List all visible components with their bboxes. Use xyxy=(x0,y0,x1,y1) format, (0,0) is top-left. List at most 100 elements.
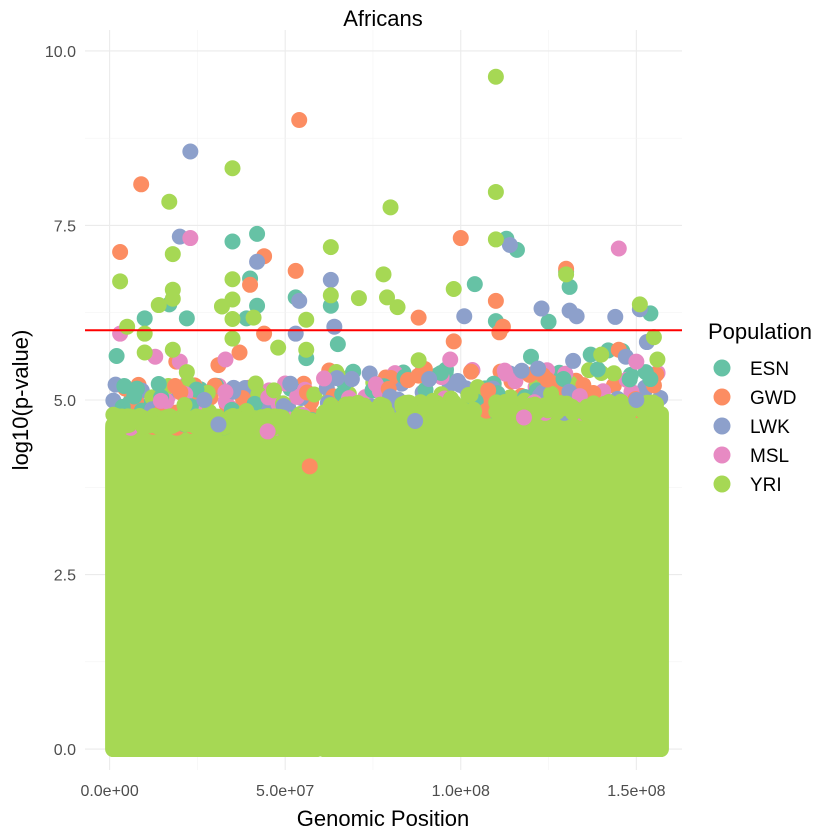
point-yri xyxy=(322,287,339,304)
bulk-edge-point xyxy=(247,375,264,392)
point-esn xyxy=(329,336,346,353)
bulk-edge-point xyxy=(564,404,581,421)
bulk-edge-point xyxy=(480,382,497,399)
point-gwd xyxy=(452,230,469,247)
bulk-points xyxy=(105,360,669,758)
point-esn xyxy=(522,348,539,365)
point-msl xyxy=(628,353,645,370)
point-msl xyxy=(610,240,627,257)
point-lwk xyxy=(421,371,438,388)
point-yri xyxy=(487,68,504,85)
bulk-edge-point xyxy=(621,371,638,388)
point-esn xyxy=(150,375,167,392)
legend-key-lwk xyxy=(713,417,731,435)
bulk-edge-point xyxy=(605,365,622,382)
point-yri xyxy=(224,160,241,177)
bulk-edge-point xyxy=(282,375,299,392)
point-lwk xyxy=(343,371,360,388)
legend-key-esn xyxy=(713,359,731,377)
point-yri xyxy=(322,239,339,256)
y-tick-label: 5.0 xyxy=(54,393,76,410)
point-esn xyxy=(561,278,578,295)
point-gwd xyxy=(291,112,308,129)
point-yri xyxy=(379,289,396,306)
point-lwk xyxy=(565,352,582,369)
point-yri xyxy=(112,273,129,290)
legend-title: Population xyxy=(708,319,812,344)
point-yri xyxy=(150,297,167,314)
point-esn xyxy=(178,310,195,327)
point-lwk xyxy=(456,308,473,325)
bulk-edge-point xyxy=(360,401,377,418)
bulk-edge-point xyxy=(513,362,530,379)
point-gwd xyxy=(231,344,248,361)
bulk-edge-point xyxy=(240,416,257,433)
point-yri xyxy=(375,266,392,283)
point-esn xyxy=(642,371,659,388)
point-gwd xyxy=(112,244,129,260)
x-tick-label: 0.0e+00 xyxy=(80,783,138,800)
legend-label-msl: MSL xyxy=(750,446,789,467)
y-axis-title: log10(p-value) xyxy=(8,330,33,471)
bulk-edge-point xyxy=(552,395,569,412)
point-yri xyxy=(558,266,575,283)
bulk-edge-point xyxy=(135,410,152,427)
bulk-edge-point xyxy=(194,417,211,434)
point-yri xyxy=(224,311,241,328)
legend-label-lwk: LWK xyxy=(750,417,790,438)
point-yri xyxy=(487,183,504,200)
legend-label-yri: YRI xyxy=(750,475,782,496)
point-yri xyxy=(270,339,287,356)
point-gwd xyxy=(256,325,273,342)
bulk-edge-point xyxy=(265,382,282,399)
point-gwd xyxy=(487,292,504,309)
y-tick-label: 10.0 xyxy=(45,44,76,61)
point-lwk xyxy=(291,292,308,309)
bulk-points-band xyxy=(315,405,669,758)
x-tick-label: 1.0e+08 xyxy=(432,783,490,800)
point-gwd xyxy=(494,318,511,335)
point-lwk xyxy=(533,300,550,317)
bulk-edge-point xyxy=(496,362,513,379)
point-esn xyxy=(136,310,153,327)
bulk-edge-point xyxy=(496,394,513,411)
point-gwd xyxy=(133,176,150,193)
point-yri xyxy=(119,318,136,335)
bulk-edge-point xyxy=(555,370,572,387)
point-esn xyxy=(108,348,125,365)
point-yri xyxy=(350,290,367,307)
bulk-edge-point xyxy=(317,404,334,421)
point-gwd xyxy=(410,309,427,326)
bulk-edge-point xyxy=(589,361,606,378)
bulk-edge-point xyxy=(466,403,483,420)
point-lwk xyxy=(568,308,585,325)
bulk-points-band xyxy=(105,419,325,758)
chart-title: Africans xyxy=(343,6,422,31)
bulk-edge-point xyxy=(176,397,193,414)
point-lwk xyxy=(326,318,343,335)
point-gwd xyxy=(445,333,462,350)
point-lwk xyxy=(628,392,645,408)
point-lwk xyxy=(182,143,199,160)
point-msl xyxy=(182,230,199,247)
point-yri xyxy=(298,311,315,328)
point-yri xyxy=(382,199,399,216)
x-tick-label: 5.0e+07 xyxy=(256,783,314,800)
bulk-edge-point xyxy=(306,386,323,403)
bulk-edge-point xyxy=(152,392,169,409)
point-yri xyxy=(245,309,262,326)
point-yri xyxy=(649,351,666,368)
point-gwd xyxy=(287,262,304,279)
point-yri xyxy=(224,291,241,308)
point-lwk xyxy=(196,392,213,408)
point-yri xyxy=(593,346,610,363)
bulk-edge-point xyxy=(328,370,345,387)
bulk-edge-point xyxy=(539,402,556,419)
point-msl xyxy=(515,409,532,426)
point-lwk xyxy=(210,416,227,433)
point-lwk xyxy=(322,271,339,288)
bulk-edge-point xyxy=(316,370,333,387)
point-yri xyxy=(164,290,181,307)
point-msl xyxy=(259,423,276,440)
